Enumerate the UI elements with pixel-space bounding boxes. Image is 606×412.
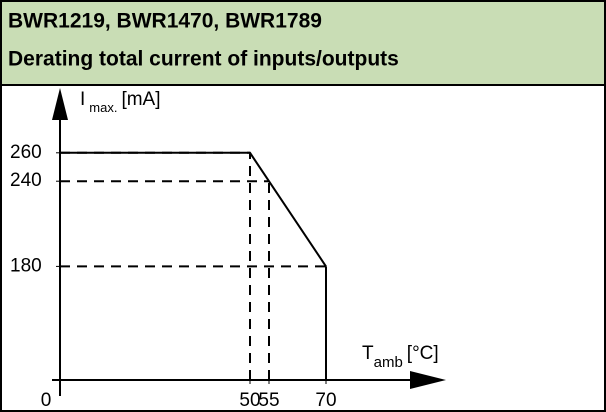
x-axis-arrow (410, 371, 446, 389)
x-subscript: amb (374, 354, 403, 371)
y-tick-label: 240 (10, 170, 42, 191)
x-axis-label: Tamb [°C] (362, 343, 439, 371)
y-axis-arrow (52, 88, 68, 120)
derating-curve (60, 151, 327, 267)
y-symbol: I (80, 89, 85, 110)
y-tick-label: 260 (10, 142, 42, 163)
x-tick-label: 50 (239, 390, 260, 411)
chart-subtitle: Derating total current of inputs/outputs (8, 48, 399, 71)
y-unit: [mA] (121, 89, 160, 110)
y-subscript: max. (89, 100, 117, 115)
x-symbol: T (362, 343, 374, 364)
chart-title: BWR1219, BWR1470, BWR1789 (8, 10, 322, 33)
x-tick-label: 70 (315, 390, 336, 411)
x-unit: [°C] (407, 343, 439, 364)
y-tick-label: 180 (10, 255, 42, 276)
x-tick-label: 55 (258, 390, 279, 411)
header-band (1, 1, 605, 85)
x-tick-label: 0 (41, 390, 52, 411)
